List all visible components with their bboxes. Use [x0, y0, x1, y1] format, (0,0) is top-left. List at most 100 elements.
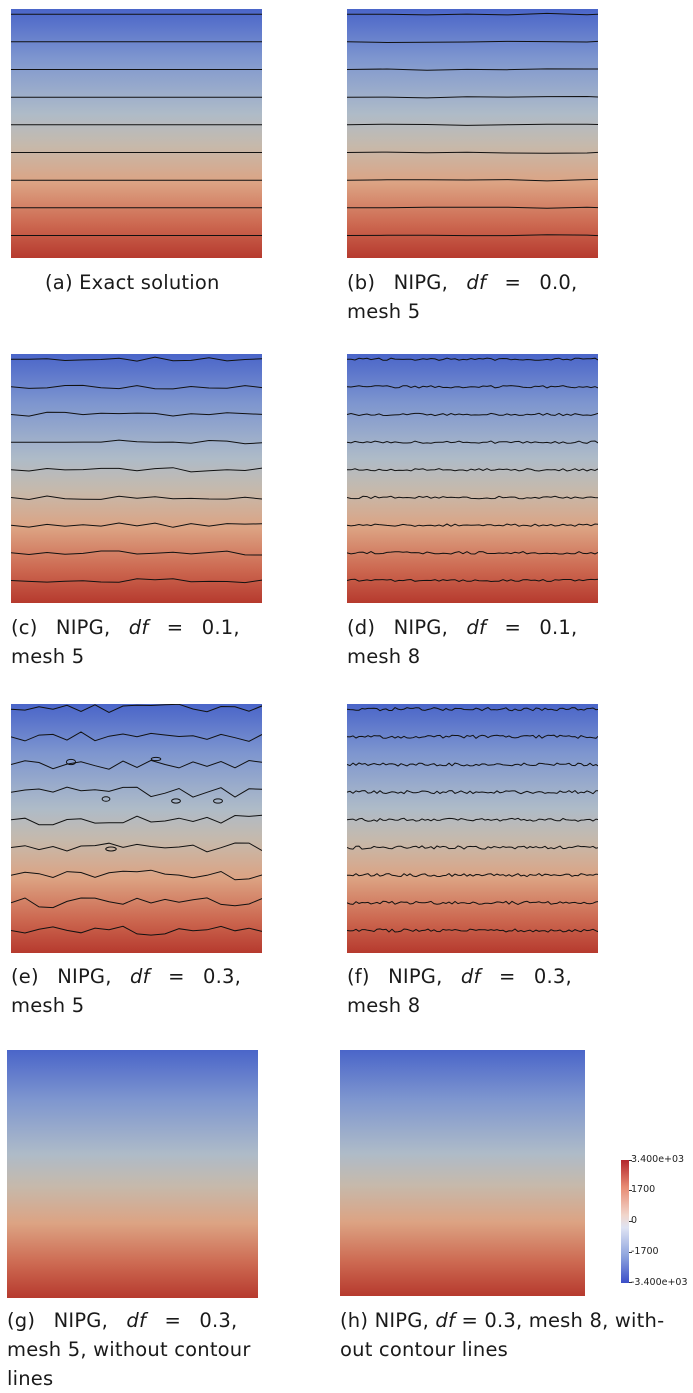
- contour-line: [11, 439, 262, 445]
- contour-line: [347, 551, 598, 555]
- contour-line: [347, 468, 598, 472]
- caption-f-line-2: mesh 8: [347, 994, 421, 1017]
- contour-line: [347, 928, 598, 933]
- contour-line: [347, 234, 598, 237]
- colorbar-tick: [629, 1160, 632, 1161]
- contour-lines-e: [11, 704, 262, 936]
- contour-line: [347, 817, 598, 822]
- caption-e-line-1: (e) NIPG, df = 0.3,: [11, 965, 242, 988]
- contour-line: [11, 869, 262, 881]
- plot-panel-b: [347, 9, 598, 258]
- colorbar-tick: [629, 1252, 632, 1253]
- contour-line: [11, 897, 262, 909]
- colorbar-tick: [629, 1282, 632, 1283]
- contour-line: [11, 522, 262, 528]
- caption-g: (g) NIPG, df = 0.3, mesh 5, without cont…: [7, 1306, 277, 1393]
- plot-panel-g: [7, 1050, 258, 1298]
- contour-line: [11, 411, 262, 417]
- colorbar-label-neg1700: -1700: [631, 1246, 659, 1257]
- colorbar-tick: [629, 1221, 632, 1222]
- caption-h-line-2: out contour lines: [340, 1338, 509, 1361]
- contour-line: [11, 842, 262, 853]
- caption-g-line-1: (g) NIPG, df = 0.3,: [7, 1309, 238, 1332]
- colorbar: [621, 1160, 629, 1283]
- contour-island: [105, 846, 117, 852]
- contour-line: [347, 440, 598, 444]
- caption-f: (f) NIPG, df = 0.3, mesh 8: [347, 962, 607, 1020]
- colorbar-label-1700: 1700: [631, 1184, 656, 1195]
- caption-d-line-2: mesh 8: [347, 645, 421, 668]
- caption-g-line-3: lines: [7, 1367, 54, 1390]
- caption-f-line-1: (f) NIPG, df = 0.3,: [347, 965, 572, 988]
- plot-panel-e: [11, 704, 262, 953]
- colorbar-label-max: 3.400e+03: [631, 1154, 685, 1165]
- contour-line: [11, 814, 262, 826]
- contour-line: [347, 412, 598, 417]
- contour-lines-b: [347, 12, 598, 237]
- contour-lines-g: [7, 1050, 258, 1298]
- plot-panel-c: [11, 354, 262, 603]
- contour-line: [347, 68, 598, 71]
- contour-line: [347, 789, 598, 795]
- contour-island: [65, 758, 77, 766]
- contour-line: [347, 706, 598, 712]
- contour-line: [11, 578, 262, 584]
- contour-line: [11, 495, 262, 501]
- contour-island: [150, 756, 162, 762]
- contour-line: [11, 731, 262, 742]
- contour-lines-d: [347, 357, 598, 583]
- contour-line: [347, 357, 598, 361]
- contour-line: [347, 523, 598, 527]
- caption-e-line-2: mesh 5: [11, 994, 85, 1017]
- caption-d: (d) NIPG, df = 0.1, mesh 8: [347, 613, 607, 671]
- contour-lines-c: [11, 356, 262, 584]
- contour-line: [347, 206, 598, 209]
- contour-line: [347, 12, 598, 16]
- contour-line: [347, 151, 598, 154]
- caption-a-line-1: (a) Exact solution: [45, 271, 220, 294]
- contour-line: [347, 872, 598, 878]
- contour-line: [347, 495, 598, 500]
- contour-line: [347, 178, 598, 182]
- caption-c-line-1: (c) NIPG, df = 0.1,: [11, 616, 240, 639]
- contour-line: [11, 550, 262, 556]
- plot-panel-a: [11, 9, 262, 258]
- contour-line: [11, 759, 262, 770]
- caption-c-line-2: mesh 5: [11, 645, 85, 668]
- contour-line: [11, 704, 262, 713]
- contour-line: [11, 925, 262, 936]
- contour-line: [347, 734, 598, 739]
- colorbar-label-0: 0: [631, 1215, 638, 1226]
- contour-line: [347, 385, 598, 389]
- plot-panel-d: [347, 354, 598, 603]
- contour-lines-f: [347, 706, 598, 933]
- contour-line: [347, 900, 598, 905]
- contour-island: [101, 796, 111, 802]
- contour-line: [347, 762, 598, 767]
- colorbar-label-min: -3.400e+03: [631, 1277, 688, 1288]
- contour-lines-a: [11, 13, 262, 236]
- colorbar-tick: [629, 1190, 632, 1191]
- caption-e: (e) NIPG, df = 0.3, mesh 5: [11, 962, 271, 1020]
- contour-line: [11, 786, 262, 798]
- caption-c: (c) NIPG, df = 0.1, mesh 5: [11, 613, 271, 671]
- contour-island: [213, 798, 223, 804]
- caption-b-line-2: mesh 5: [347, 300, 421, 323]
- contour-line: [11, 384, 262, 390]
- plot-panel-h: [340, 1050, 585, 1296]
- caption-d-line-1: (d) NIPG, df = 0.1,: [347, 616, 578, 639]
- contour-line: [347, 95, 598, 99]
- caption-a: (a) Exact solution: [45, 268, 275, 297]
- contour-island: [171, 798, 181, 804]
- contour-line: [347, 578, 598, 583]
- caption-g-line-2: mesh 5, without contour: [7, 1338, 251, 1361]
- caption-h-line-1: (h) NIPG, df = 0.3, mesh 8, with-: [340, 1309, 665, 1332]
- contour-lines-h: [340, 1050, 585, 1296]
- contour-line: [11, 467, 262, 473]
- contour-line: [347, 845, 598, 850]
- caption-h: (h) NIPG, df = 0.3, mesh 8, with- out co…: [340, 1306, 685, 1364]
- plot-panel-f: [347, 704, 598, 953]
- contour-line: [347, 123, 598, 126]
- caption-b-line-1: (b) NIPG, df = 0.0,: [347, 271, 578, 294]
- contour-line: [347, 40, 598, 44]
